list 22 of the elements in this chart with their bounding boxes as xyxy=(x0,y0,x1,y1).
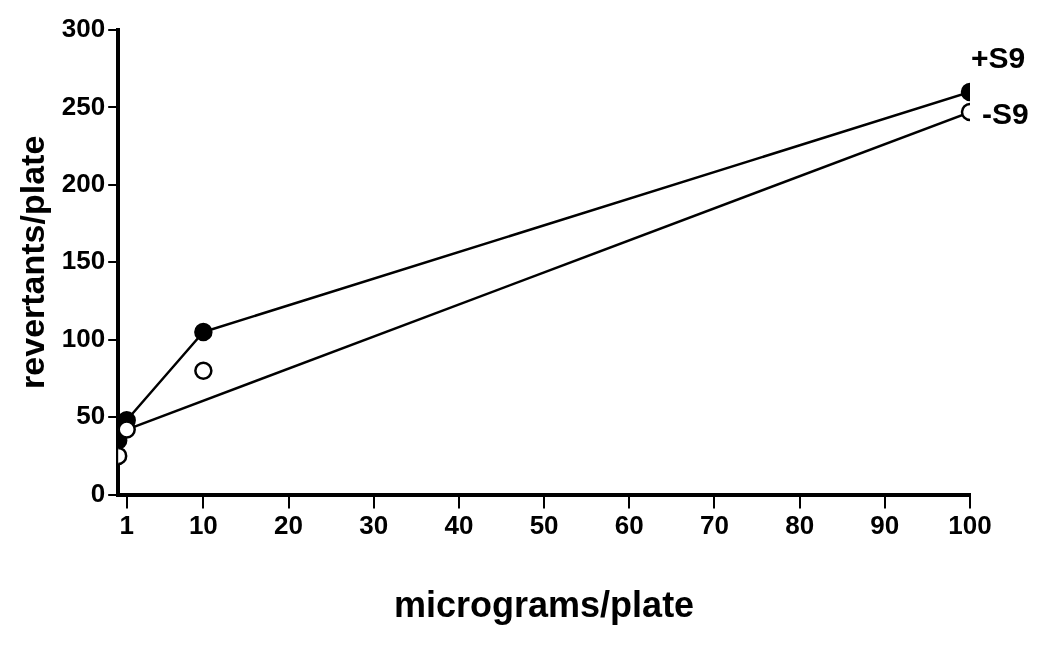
x-tick-label: 1 xyxy=(119,510,134,541)
y-tick-label: 0 xyxy=(90,477,106,508)
y-tick-label: 100 xyxy=(61,322,106,353)
series-label: -S9 xyxy=(982,97,1029,131)
y-tick-label: 200 xyxy=(61,168,106,199)
x-tick-label: 100 xyxy=(948,510,992,541)
y-tick-label: 150 xyxy=(61,245,106,276)
y-tick-label: 50 xyxy=(76,400,106,431)
x-tick-label: 60 xyxy=(614,510,644,541)
x-tick-label: 90 xyxy=(870,510,900,541)
x-tick-label: 40 xyxy=(444,510,474,541)
x-axis-title: micrograms/plate xyxy=(394,584,695,626)
x-tick-label: 50 xyxy=(529,510,559,541)
series-label: +S9 xyxy=(970,41,1026,75)
x-tick-label: 10 xyxy=(188,510,218,541)
x-tick-label: 80 xyxy=(785,510,815,541)
x-tick-label: 70 xyxy=(699,510,729,541)
y-tick-label: 300 xyxy=(61,13,106,44)
y-tick-label: 250 xyxy=(61,90,106,121)
x-tick-label: 30 xyxy=(359,510,389,541)
x-tick-label: 20 xyxy=(274,510,303,541)
y-axis-title: revertants/plate xyxy=(12,135,51,389)
